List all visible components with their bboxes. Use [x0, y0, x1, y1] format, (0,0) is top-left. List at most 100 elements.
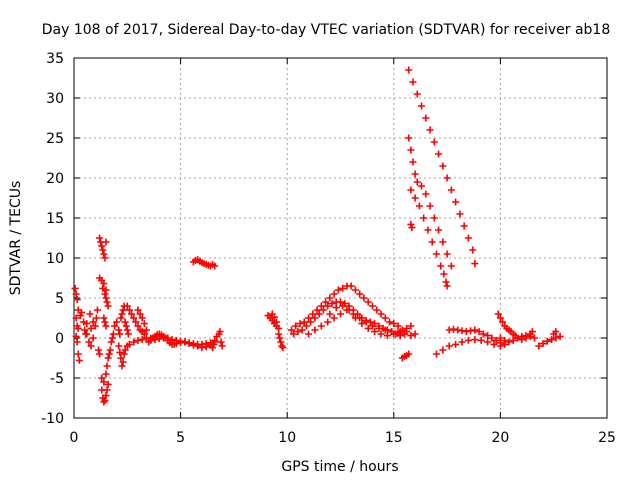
data-point: [426, 202, 434, 210]
data-point: [358, 320, 366, 328]
data-point: [294, 328, 302, 336]
data-point: [368, 322, 376, 330]
series-hump-1: [287, 282, 411, 336]
data-point: [324, 318, 332, 326]
data-point: [315, 310, 323, 318]
data-point: [469, 246, 477, 254]
data-point: [424, 226, 432, 234]
data-point: [464, 234, 472, 242]
data-point: [328, 300, 336, 308]
data-point: [430, 214, 438, 222]
series-late-seg-5: [535, 328, 564, 350]
data-point: [407, 220, 415, 228]
data-point: [172, 340, 180, 348]
y-axis-label: SDTVAR / TECUs: [8, 181, 24, 296]
x-axis-label: GPS time / hours: [281, 459, 398, 475]
data-point: [462, 328, 470, 336]
x-tick-label: 0: [70, 430, 79, 446]
data-point: [117, 354, 125, 362]
data-point: [513, 334, 521, 342]
data-point: [309, 310, 317, 318]
data-point: [413, 90, 421, 98]
y-tick-label: 25: [46, 131, 64, 147]
data-point: [140, 330, 148, 338]
data-point: [428, 238, 436, 246]
data-point: [477, 336, 485, 344]
data-point: [381, 314, 389, 322]
data-point: [351, 286, 359, 294]
data-point: [326, 294, 334, 302]
data-point: [409, 158, 417, 166]
data-point: [142, 326, 150, 334]
plot-frame: [73, 57, 608, 419]
data-point: [411, 194, 419, 202]
y-tick-label: 5: [55, 291, 64, 307]
y-tick-label: -5: [50, 371, 64, 387]
data-point: [442, 278, 450, 286]
data-point: [85, 338, 93, 346]
data-point: [98, 242, 106, 250]
data-point: [413, 178, 421, 186]
data-point: [415, 202, 423, 210]
data-point: [300, 318, 308, 326]
data-point: [118, 310, 126, 318]
data-point: [89, 318, 97, 326]
series-early-scatter-4: [98, 318, 124, 406]
data-point: [437, 262, 445, 270]
grid-lines: [74, 58, 607, 418]
data-point: [128, 310, 136, 318]
data-point: [405, 350, 413, 358]
data-point: [394, 322, 402, 330]
data-point: [109, 330, 117, 338]
data-point: [292, 322, 300, 330]
data-point: [81, 326, 89, 334]
series-steep-line-2: [405, 134, 455, 270]
y-tick-label: 10: [46, 251, 64, 267]
data-point: [490, 340, 498, 348]
data-point: [122, 322, 130, 330]
data-point: [439, 346, 447, 354]
data-point: [72, 314, 80, 322]
data-point: [383, 332, 391, 340]
data-point: [373, 306, 381, 314]
data-point: [307, 318, 315, 326]
data-point: [311, 326, 319, 334]
data-point: [452, 340, 460, 348]
data-point: [202, 343, 210, 351]
data-point: [104, 302, 112, 310]
data-point: [371, 328, 379, 336]
data-point: [426, 126, 434, 134]
data-point: [119, 358, 127, 366]
data-point: [101, 290, 109, 298]
data-point: [535, 342, 543, 350]
x-tick-label: 20: [491, 430, 509, 446]
data-point: [120, 350, 128, 358]
data-point: [439, 162, 447, 170]
data-point: [407, 322, 415, 330]
series-early-scatter-2: [83, 306, 108, 386]
data-point: [89, 334, 97, 342]
data-point: [443, 174, 451, 182]
series-hump-4: [326, 302, 415, 340]
data-point: [528, 328, 536, 336]
data-point: [440, 270, 448, 278]
x-tick-label: 25: [598, 430, 616, 446]
data-point: [435, 150, 443, 158]
data-point: [505, 338, 513, 346]
data-point: [92, 314, 100, 322]
data-point: [117, 314, 125, 322]
data-point: [111, 322, 119, 330]
data-point: [100, 280, 108, 288]
data-point: [362, 318, 370, 326]
data-point: [539, 340, 547, 348]
data-point: [185, 340, 193, 348]
data-point: [138, 314, 146, 322]
data-point: [305, 330, 313, 338]
data-point: [279, 344, 287, 352]
data-point: [364, 298, 372, 306]
data-point: [76, 312, 84, 320]
data-point: [98, 374, 106, 382]
data-point: [543, 337, 551, 345]
data-point: [121, 346, 129, 354]
